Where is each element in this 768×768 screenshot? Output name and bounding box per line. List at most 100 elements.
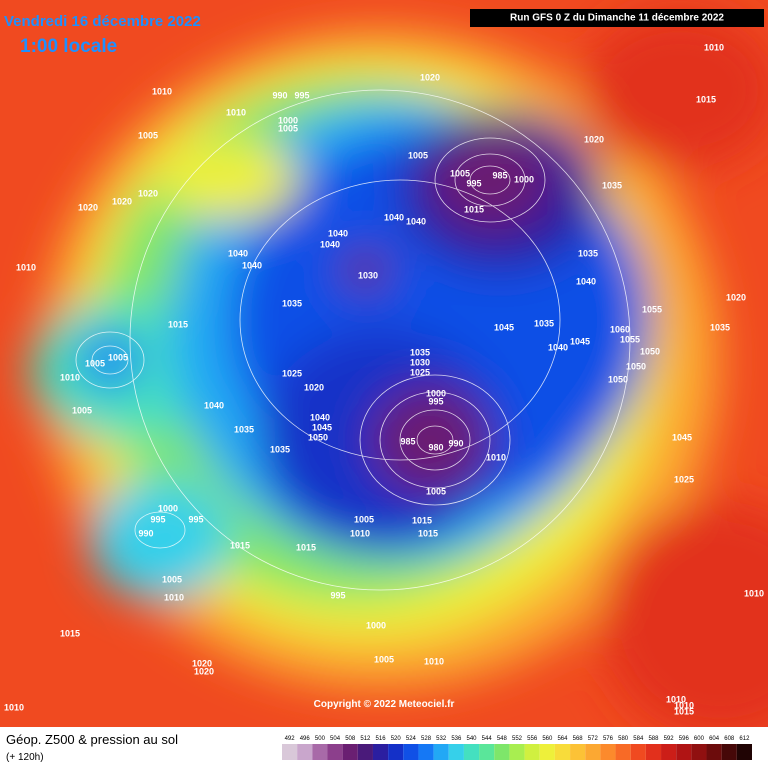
scale-label: 492 bbox=[285, 736, 296, 742]
pressure-label: 1020 bbox=[192, 658, 212, 668]
pressure-label: 1030 bbox=[410, 357, 430, 367]
pressure-label: 1020 bbox=[584, 134, 604, 144]
pressure-label: 1015 bbox=[696, 94, 716, 104]
pressure-label: 1035 bbox=[710, 322, 730, 332]
pressure-label: 1005 bbox=[354, 514, 374, 524]
pressure-label: 985 bbox=[400, 436, 415, 446]
scale-label: 504 bbox=[330, 736, 341, 742]
scale-swatch bbox=[706, 744, 722, 760]
scale-swatch bbox=[388, 744, 404, 760]
scale-swatch bbox=[312, 744, 328, 760]
pressure-label: 1010 bbox=[152, 86, 172, 96]
pressure-label: 1010 bbox=[674, 700, 694, 710]
scale-swatch bbox=[645, 744, 662, 760]
pressure-label: 1040 bbox=[228, 248, 248, 258]
scale-label: 612 bbox=[739, 736, 750, 742]
pressure-label: 1020 bbox=[194, 666, 214, 676]
pressure-label: 1000 bbox=[514, 174, 534, 184]
scale-swatch bbox=[342, 744, 358, 760]
pressure-label: 1020 bbox=[420, 72, 440, 82]
scale-label: 560 bbox=[542, 736, 553, 742]
pressure-label: 1025 bbox=[674, 474, 694, 484]
pressure-label: 1015 bbox=[412, 515, 432, 525]
pressure-label: 1015 bbox=[168, 319, 188, 329]
pressure-label: 1040 bbox=[548, 342, 568, 352]
pressure-label: 1005 bbox=[408, 150, 428, 160]
pressure-label: 1050 bbox=[640, 346, 660, 356]
pressure-label: 1000 bbox=[158, 503, 178, 513]
pressure-label: 1010 bbox=[16, 262, 36, 272]
scale-label: 584 bbox=[633, 736, 644, 742]
pressure-label: 1035 bbox=[410, 347, 430, 357]
scale-swatch bbox=[357, 744, 373, 760]
run-box bbox=[470, 9, 764, 27]
pressure-label: 1025 bbox=[410, 367, 430, 377]
scale-swatch bbox=[676, 744, 692, 760]
pressure-label: 1020 bbox=[78, 202, 98, 212]
pressure-label: 1005 bbox=[426, 486, 446, 496]
scale-swatch bbox=[418, 744, 434, 760]
scale-label: 508 bbox=[345, 736, 356, 742]
scale-swatch bbox=[585, 744, 601, 760]
scale-label: 580 bbox=[618, 736, 629, 742]
pressure-label: 1015 bbox=[418, 528, 438, 538]
pressure-label: 1045 bbox=[494, 322, 514, 332]
scale-label: 568 bbox=[573, 736, 584, 742]
pressure-label: 1005 bbox=[72, 405, 92, 415]
pressure-label: 1025 bbox=[282, 368, 302, 378]
pressure-label: 1045 bbox=[312, 422, 332, 432]
pressure-label: 1060 bbox=[610, 324, 630, 334]
scale-label: 556 bbox=[527, 736, 538, 742]
pressure-label: 1010 bbox=[424, 656, 444, 666]
scale-swatch bbox=[721, 744, 737, 760]
pressure-label: 1010 bbox=[350, 528, 370, 538]
scale-swatch bbox=[479, 744, 495, 760]
scale-label: 496 bbox=[300, 736, 311, 742]
pressure-label: 1015 bbox=[674, 706, 694, 716]
scale-swatch bbox=[524, 744, 540, 760]
pressure-label: 1050 bbox=[308, 432, 328, 442]
scale-label: 524 bbox=[406, 736, 417, 742]
scale-label: 552 bbox=[512, 736, 523, 742]
scale-label: 548 bbox=[497, 736, 508, 742]
pressure-label: 1040 bbox=[328, 228, 348, 238]
scale-swatch bbox=[630, 744, 646, 760]
pressure-label: 1010 bbox=[744, 588, 764, 598]
scale-label: 592 bbox=[664, 736, 675, 742]
pressure-label: 1040 bbox=[204, 400, 224, 410]
scale-label: 536 bbox=[451, 736, 462, 742]
pressure-label: 1005 bbox=[278, 123, 298, 133]
scale-swatch bbox=[372, 744, 389, 760]
pressure-label: 995 bbox=[150, 514, 165, 524]
pressure-label: 995 bbox=[188, 514, 203, 524]
pressure-label: 1055 bbox=[642, 304, 662, 314]
pressure-label: 1050 bbox=[608, 374, 628, 384]
scale-label: 532 bbox=[436, 736, 447, 742]
scale-label: 540 bbox=[467, 736, 478, 742]
pressure-label: 990 bbox=[448, 438, 463, 448]
scale-swatch bbox=[600, 744, 616, 760]
pressure-label: 1005 bbox=[108, 352, 128, 362]
scale-swatch bbox=[448, 744, 464, 760]
scale-label: 600 bbox=[694, 736, 705, 742]
scale-swatch bbox=[539, 744, 555, 760]
pressure-label: 990 bbox=[138, 528, 153, 538]
scale-label: 500 bbox=[315, 736, 326, 742]
scale-swatch bbox=[554, 744, 571, 760]
scale-swatch bbox=[327, 744, 343, 760]
pressure-label: 1020 bbox=[726, 292, 746, 302]
scale-swatch bbox=[509, 744, 525, 760]
pressure-label: 1040 bbox=[242, 260, 262, 270]
pressure-label: 1005 bbox=[162, 574, 182, 584]
scale-label: 604 bbox=[709, 736, 720, 742]
pressure-label: 1020 bbox=[138, 188, 158, 198]
pressure-label: 1040 bbox=[384, 212, 404, 222]
pressure-label: 1035 bbox=[282, 298, 302, 308]
copyright: Copyright © 2022 Meteociel.fr bbox=[314, 699, 455, 710]
pressure-label: 1005 bbox=[138, 130, 158, 140]
scale-label: 572 bbox=[588, 736, 599, 742]
pressure-label: 1040 bbox=[406, 216, 426, 226]
pressure-label: 1045 bbox=[672, 432, 692, 442]
